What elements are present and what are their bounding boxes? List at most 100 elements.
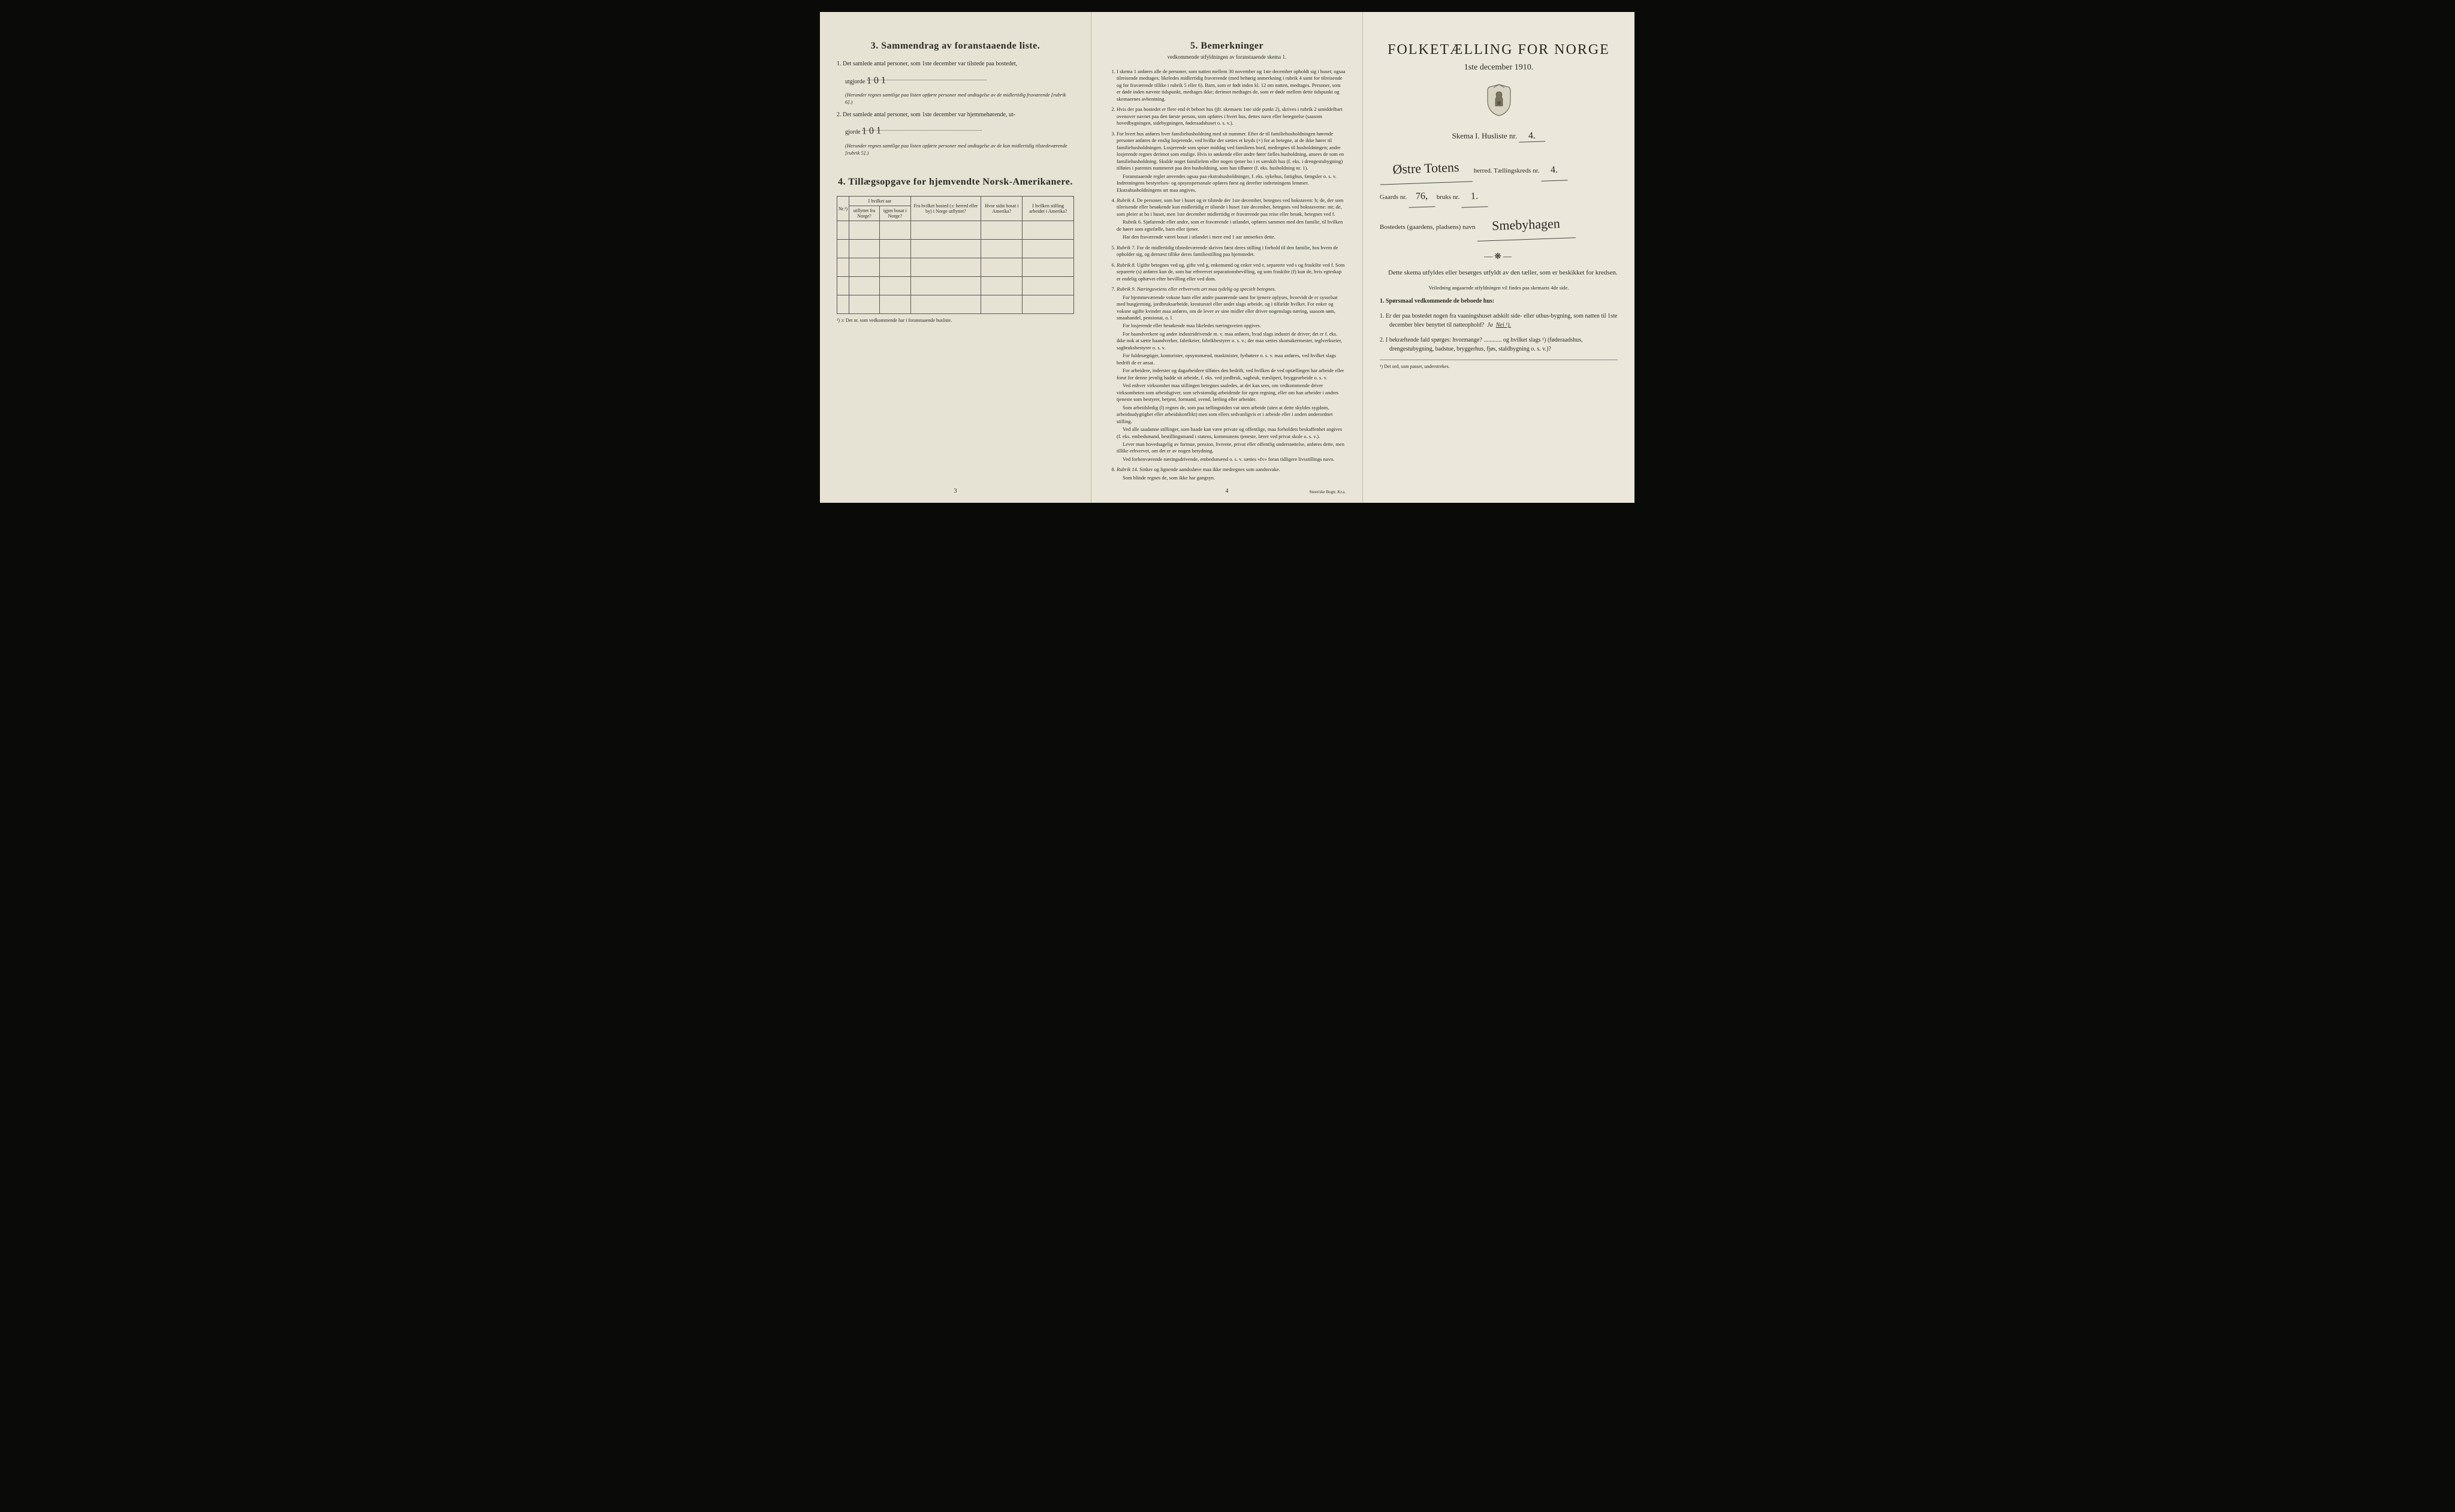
remark-7-p10: Ved forhenværende næringsdrivende, embed… — [1117, 456, 1346, 463]
item-1-value: 1 0 1 — [866, 73, 886, 87]
remark-2-text: Hvis der paa bostedet er flere end ét be… — [1117, 106, 1343, 126]
th-fra-hvilket: Fra hvilket bosted (ɔ: herred eller by) … — [910, 197, 981, 221]
remark-8-p1: Som blinde regnes de, som ikke har gangs… — [1117, 475, 1346, 481]
husliste-nr: 4. — [1519, 130, 1546, 143]
remark-5: Rubrik 7. For de midlertidig tilstedevær… — [1117, 245, 1346, 258]
th-nr: Nr.¹) — [837, 197, 849, 221]
remark-6-label: Rubrik 8. — [1117, 262, 1136, 268]
ornament-icon: ―❋― — [1380, 252, 1618, 262]
bruks-nr: 1. — [1461, 186, 1488, 209]
norsk-amerikanere-table: Nr.¹) I hvilket aar Fra hvilket bosted (… — [837, 196, 1074, 314]
schema-line: Skema I. Husliste nr. 4. — [1380, 131, 1618, 142]
gaards-nr: 76, — [1408, 186, 1435, 209]
schema-label: Skema I. Husliste nr. — [1452, 131, 1518, 140]
page-number: 3 — [954, 488, 957, 494]
remark-1: I skema 1 anføres alle de personer, som … — [1117, 68, 1346, 102]
table-footnote: ¹) ɔ: Det nr. som vedkommende har i fora… — [837, 318, 1074, 323]
question-header: 1. Spørsmaal vedkommende de beboede hus: — [1380, 297, 1618, 306]
bosted-label: Bostedets (gaardens, pladsens) navn — [1380, 224, 1475, 231]
herred-block: Østre Totens herred. Tællingskreds nr. 4… — [1380, 154, 1618, 240]
remark-7-p5: For arbeidere, inderster og dagarbeidere… — [1117, 367, 1346, 381]
remark-3: For hvert hus anføres hver familiehushol… — [1117, 131, 1346, 194]
section-4-title: 4. Tillægsopgave for hjemvendte Norsk-Am… — [837, 177, 1074, 188]
th-igjen-bosat: igjen bosat i Norge? — [879, 206, 910, 221]
remark-5-label: Rubrik 7. — [1117, 245, 1136, 251]
th-hvilken-stilling: I hvilken stilling arbeidet i Amerika? — [1023, 197, 1074, 221]
table-row — [837, 240, 1074, 258]
item-2-value: 1 0 1 — [862, 124, 882, 138]
remark-8: Rubrik 14. Sinker og lignende aandssløve… — [1117, 466, 1346, 481]
page-left: 3. Sammendrag av foranstaaende liste. 1.… — [820, 12, 1091, 503]
item-2-line2: gjorde 1 0 1 — [837, 124, 1074, 137]
printer-mark: Steen'ske Bogtr. Kr.a. — [1309, 490, 1346, 494]
remark-6: Rubrik 8. Ugifte betegnes ved ug, gifte … — [1117, 262, 1346, 282]
remark-3-text: For hvert hus anføres hver familiehushol… — [1117, 131, 1344, 171]
document-spread: 3. Sammendrag av foranstaaende liste. 1.… — [820, 12, 1635, 503]
item-2-blank: 1 0 1 — [862, 124, 982, 131]
q1-nei: Nei ¹). — [1496, 322, 1511, 328]
remark-7-text: Næringsveiens eller erhvervets art maa t… — [1137, 286, 1276, 292]
th-hvor-sidst: Hvor sidst bosat i Amerika? — [981, 197, 1023, 221]
item-2-label: gjorde — [845, 129, 861, 135]
item-2-note: (Herunder regnes samtlige paa listen opf… — [837, 142, 1074, 157]
table-row — [837, 258, 1074, 277]
remark-4-label: Rubrik 4. — [1117, 197, 1136, 203]
table-row — [837, 295, 1074, 314]
section-3-title: 3. Sammendrag av foranstaaende liste. — [837, 41, 1074, 52]
instruction-text: Dette skema utfyldes eller besørges utfy… — [1380, 268, 1618, 278]
section-5-title: 5. Bemerkninger — [1108, 41, 1346, 52]
herred-value: Østre Totens — [1379, 152, 1473, 185]
item-1-line1: 1. Det samlede antal personer, som 1ste … — [837, 60, 1074, 69]
remark-7-p3: For haandverkere og andre industridriven… — [1117, 331, 1346, 351]
remark-7-p9: Lever man hovedsagelig av formue, pensio… — [1117, 441, 1346, 455]
kreds-nr: 4. — [1541, 159, 1568, 182]
section-5-subtitle: vedkommende utfyldningen av foranstaaend… — [1108, 54, 1346, 60]
page-right: FOLKETÆLLING FOR NORGE 1ste december 191… — [1363, 12, 1634, 503]
bosted-value: Smebyhagen — [1476, 209, 1576, 242]
section-3-body: 1. Det samlede antal personer, som 1ste … — [837, 60, 1074, 156]
item-1-label: utgjorde — [845, 79, 865, 85]
remark-1-text: I skema 1 anføres alle de personer, som … — [1117, 68, 1346, 102]
item-1-note: (Herunder regnes samtlige paa listen opf… — [837, 91, 1074, 106]
remark-7-p8: Ved alle saadanne stillinger, som baade … — [1117, 426, 1346, 440]
remark-4-p2: Har den fraværende været bosat i utlande… — [1117, 234, 1346, 240]
question-2: 2. I bekræftende fald spørges: hvormange… — [1380, 336, 1618, 354]
page-center: 5. Bemerkninger vedkommende utfyldningen… — [1091, 12, 1363, 503]
question-1: 1. Er der paa bostedet nogen fra vaaning… — [1380, 312, 1618, 330]
remark-7-p7: Som arbeidsledig (l) regnes de, som paa … — [1117, 405, 1346, 425]
census-date: 1ste december 1910. — [1380, 63, 1618, 73]
th-hvilket-aar: I hvilket aar — [849, 197, 911, 206]
remark-8-label: Rubrik 14. — [1117, 466, 1138, 472]
item-1-blank: 1 0 1 — [867, 74, 987, 80]
table-row — [837, 221, 1074, 240]
remark-7-p2: For losjerende eller besøkende maa likel… — [1117, 322, 1346, 329]
remark-7-p6: Ved enhver virksomhet maa stillingen bet… — [1117, 382, 1346, 403]
gaards-label: Gaards nr. — [1380, 194, 1407, 201]
remarks-list: I skema 1 anføres alle de personer, som … — [1108, 68, 1346, 481]
page-number: 4 — [1226, 488, 1229, 494]
census-title: FOLKETÆLLING FOR NORGE — [1380, 42, 1618, 58]
item-2-line1: 2. Det samlede antal personer, som 1ste … — [837, 111, 1074, 120]
remark-7-label: Rubrik 9. — [1117, 286, 1136, 292]
page3-footnote: ¹) Det ord, som passer, understrekes. — [1380, 364, 1618, 369]
remark-3-p1: Foranstaaende regler anvendes ogsaa paa … — [1117, 173, 1346, 194]
remark-7-p4: For fuldmægtiger, kontorister, opsynsmæn… — [1117, 352, 1346, 366]
remark-7-p1: For hjemmeværende voksne barn eller andr… — [1117, 294, 1346, 322]
herred-label: herred. Tællingskreds nr. — [1474, 167, 1540, 174]
th-utflyttet: utflyttet fra Norge? — [849, 206, 880, 221]
remark-8-text: Sinker og lignende aandssløve maa ikke m… — [1139, 466, 1280, 472]
remark-4-text: De personer, som bor i huset og er tilst… — [1117, 197, 1343, 217]
question-list: 1. Spørsmaal vedkommende de beboede hus:… — [1380, 297, 1618, 354]
remark-4: Rubrik 4. De personer, som bor i huset o… — [1117, 197, 1346, 241]
remark-4-p1: Rubrik 6. Sjøfarende eller andre, som er… — [1117, 219, 1346, 233]
remark-6-text: Ugifte betegnes ved ug, gifte ved g, enk… — [1117, 262, 1345, 282]
bruks-label: bruks nr. — [1437, 194, 1460, 201]
item-1-line2: utgjorde 1 0 1 — [837, 74, 1074, 87]
remark-2: Hvis der paa bostedet er flere end ét be… — [1117, 106, 1346, 126]
table-row — [837, 277, 1074, 295]
remark-7: Rubrik 9. Næringsveiens eller erhvervets… — [1117, 286, 1346, 463]
coat-of-arms-icon — [1380, 83, 1618, 120]
q1-ja: Ja — [1487, 322, 1492, 328]
remark-5-text: For de midlertidig tilstedeværende skriv… — [1117, 245, 1338, 257]
instruction-sub: Veiledning angaaende utfyldningen vil fi… — [1380, 285, 1618, 291]
